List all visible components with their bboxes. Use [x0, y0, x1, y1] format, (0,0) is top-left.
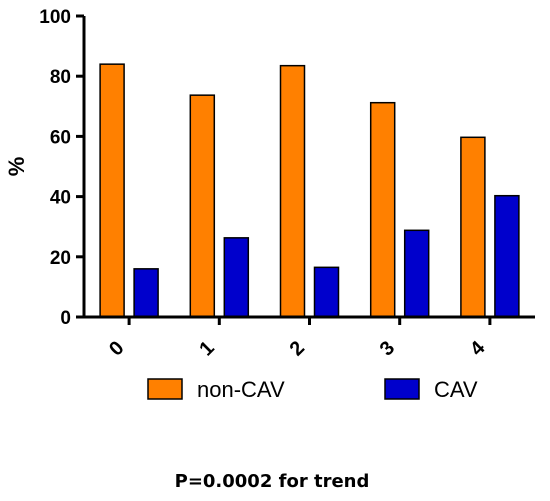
y-tick-label: 100 — [39, 7, 71, 28]
x-axis-ticks: 0 1 2 3 4 — [105, 317, 492, 360]
legend: non-CAV CAV — [147, 377, 478, 402]
bar-non-cav-3 — [369, 101, 396, 318]
x-tick-label: 4 — [466, 336, 490, 360]
bar-non-cav-4 — [460, 136, 486, 318]
bar-non-cav-0 — [99, 63, 125, 318]
x-tick-label: 3 — [376, 337, 399, 360]
bar-non-cav-1 — [189, 94, 216, 318]
bar-cav-2 — [313, 266, 340, 318]
x-tick-label: 1 — [195, 337, 218, 360]
bar-cav-1 — [223, 237, 250, 318]
legend-label: non-CAV — [197, 377, 285, 402]
y-tick-label: 20 — [50, 248, 71, 269]
legend-swatch — [384, 378, 420, 400]
y-axis-ticks: 0 20 40 60 80 100 — [39, 7, 84, 329]
legend-label: CAV — [434, 377, 478, 402]
y-tick-label: 40 — [50, 188, 71, 209]
y-tick-label: 60 — [50, 127, 71, 148]
bar-cav-3 — [403, 229, 430, 318]
x-tick-label: 2 — [286, 337, 309, 360]
bars — [99, 63, 520, 318]
bar-non-cav-2 — [279, 64, 306, 318]
x-tick-label: 0 — [105, 337, 128, 360]
y-tick-label: 80 — [50, 67, 71, 88]
bar-cav-4 — [494, 194, 520, 318]
trend-annotation: P=0.0002 for trend — [175, 471, 370, 492]
y-axis-label: % — [4, 157, 29, 177]
y-tick-label: 0 — [60, 308, 71, 329]
bar-cav-0 — [133, 268, 159, 318]
legend-swatch — [147, 378, 183, 400]
